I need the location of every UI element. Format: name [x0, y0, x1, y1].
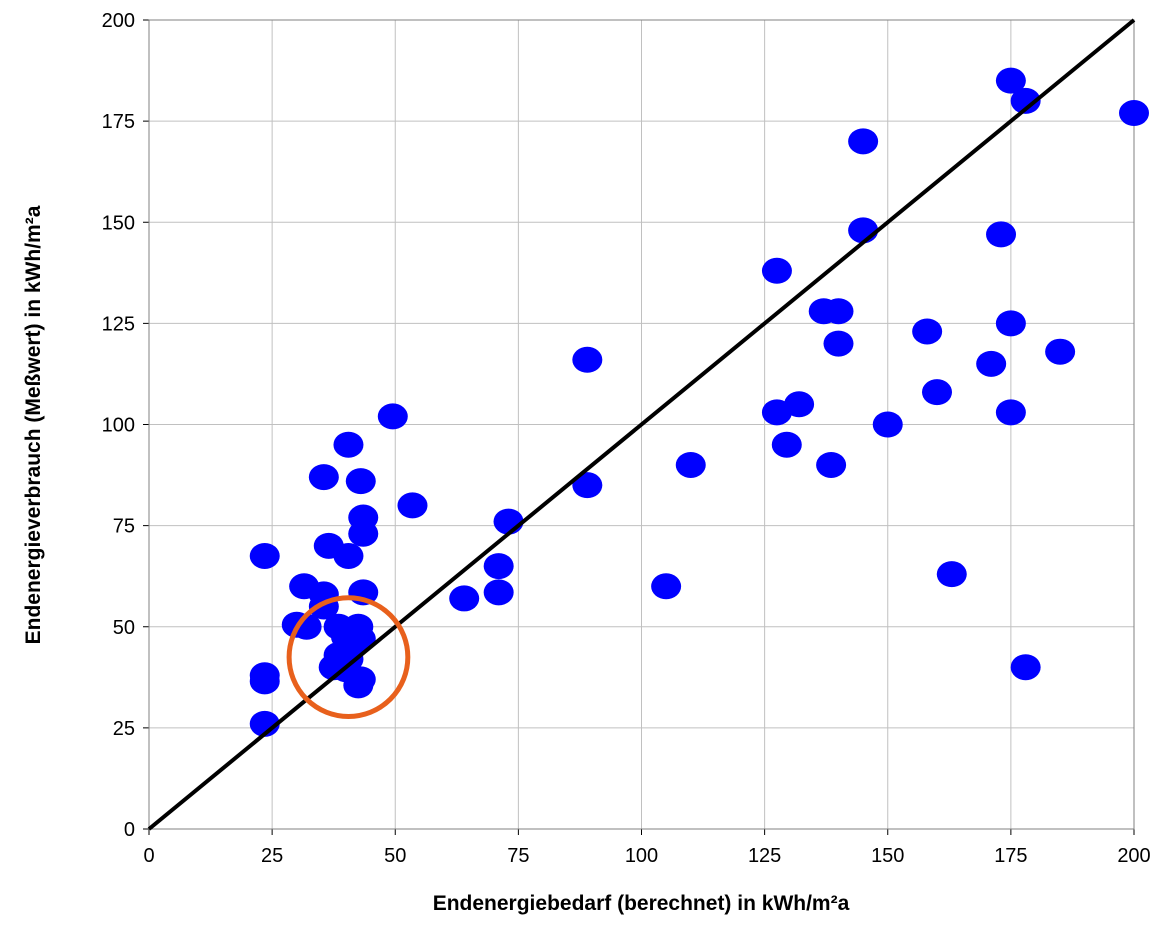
y-tick-label: 25 — [113, 718, 135, 740]
x-tick-label: 75 — [507, 845, 529, 867]
data-point — [449, 585, 480, 612]
data-point — [377, 403, 408, 430]
data-point — [995, 399, 1026, 426]
data-point — [572, 346, 603, 373]
x-tick-label: 175 — [994, 845, 1027, 867]
x-tick-label: 25 — [261, 845, 283, 867]
data-point — [784, 391, 815, 418]
data-point — [651, 573, 682, 600]
y-axis-title: Endenergieverbrauch (Meßwert) in kWh/m²a — [22, 205, 45, 644]
data-point — [483, 553, 514, 580]
data-point — [333, 431, 364, 458]
data-point — [572, 472, 603, 499]
data-point — [995, 67, 1026, 94]
data-point — [397, 492, 428, 519]
data-point — [848, 128, 879, 155]
y-tick-label: 50 — [113, 617, 135, 639]
y-tick-label: 125 — [102, 313, 135, 335]
data-point — [483, 579, 514, 606]
highlight-circle — [286, 595, 411, 719]
data-point — [823, 330, 854, 357]
tick-labels-layer: 0 25 50 75 100 125 150 175 200 0 25 50 75 100 125 150 17… — [102, 10, 1151, 867]
x-tick-label: 200 — [1117, 845, 1150, 867]
x-tick-label: 150 — [871, 845, 904, 867]
x-tick-label: 125 — [748, 845, 781, 867]
data-point — [823, 298, 854, 325]
data-point — [348, 520, 379, 547]
x-tick-label: 100 — [625, 845, 658, 867]
data-point — [493, 508, 524, 535]
data-point — [1010, 654, 1041, 681]
data-point — [816, 451, 847, 478]
data-point — [995, 310, 1026, 337]
data-point — [343, 672, 374, 699]
data-point — [848, 217, 879, 244]
plot-frame — [148, 19, 1135, 830]
y-tick-label: 200 — [102, 10, 135, 32]
y-tick-label: 175 — [102, 111, 135, 133]
data-point — [345, 625, 376, 652]
x-axis-title: Endenergiebedarf (berechnet) in kWh/m²a — [433, 892, 850, 915]
x-tick-label: 50 — [384, 845, 406, 867]
highlight-layer — [286, 595, 411, 719]
x-tick-label: 0 — [143, 845, 154, 867]
y-tick-label: 100 — [102, 415, 135, 437]
data-point — [675, 451, 706, 478]
data-point — [872, 411, 903, 438]
y-tick-label: 75 — [113, 516, 135, 538]
data-point — [976, 350, 1007, 377]
reference-line-layer — [147, 18, 1136, 831]
reference-line — [147, 18, 1136, 831]
data-point — [249, 542, 280, 569]
data-point — [986, 221, 1017, 248]
data-point — [912, 318, 943, 345]
data-point — [308, 464, 339, 491]
data-point — [1010, 87, 1041, 114]
data-point — [771, 431, 802, 458]
data-point — [333, 542, 364, 569]
data-point — [1119, 100, 1149, 127]
data-point — [1045, 338, 1076, 365]
data-point — [936, 561, 967, 588]
data-point — [345, 468, 376, 495]
data-point — [761, 257, 792, 284]
data-point — [249, 668, 280, 695]
data-point — [922, 379, 952, 406]
y-tick-label: 0 — [124, 819, 135, 841]
y-tick-label: 150 — [102, 212, 135, 234]
